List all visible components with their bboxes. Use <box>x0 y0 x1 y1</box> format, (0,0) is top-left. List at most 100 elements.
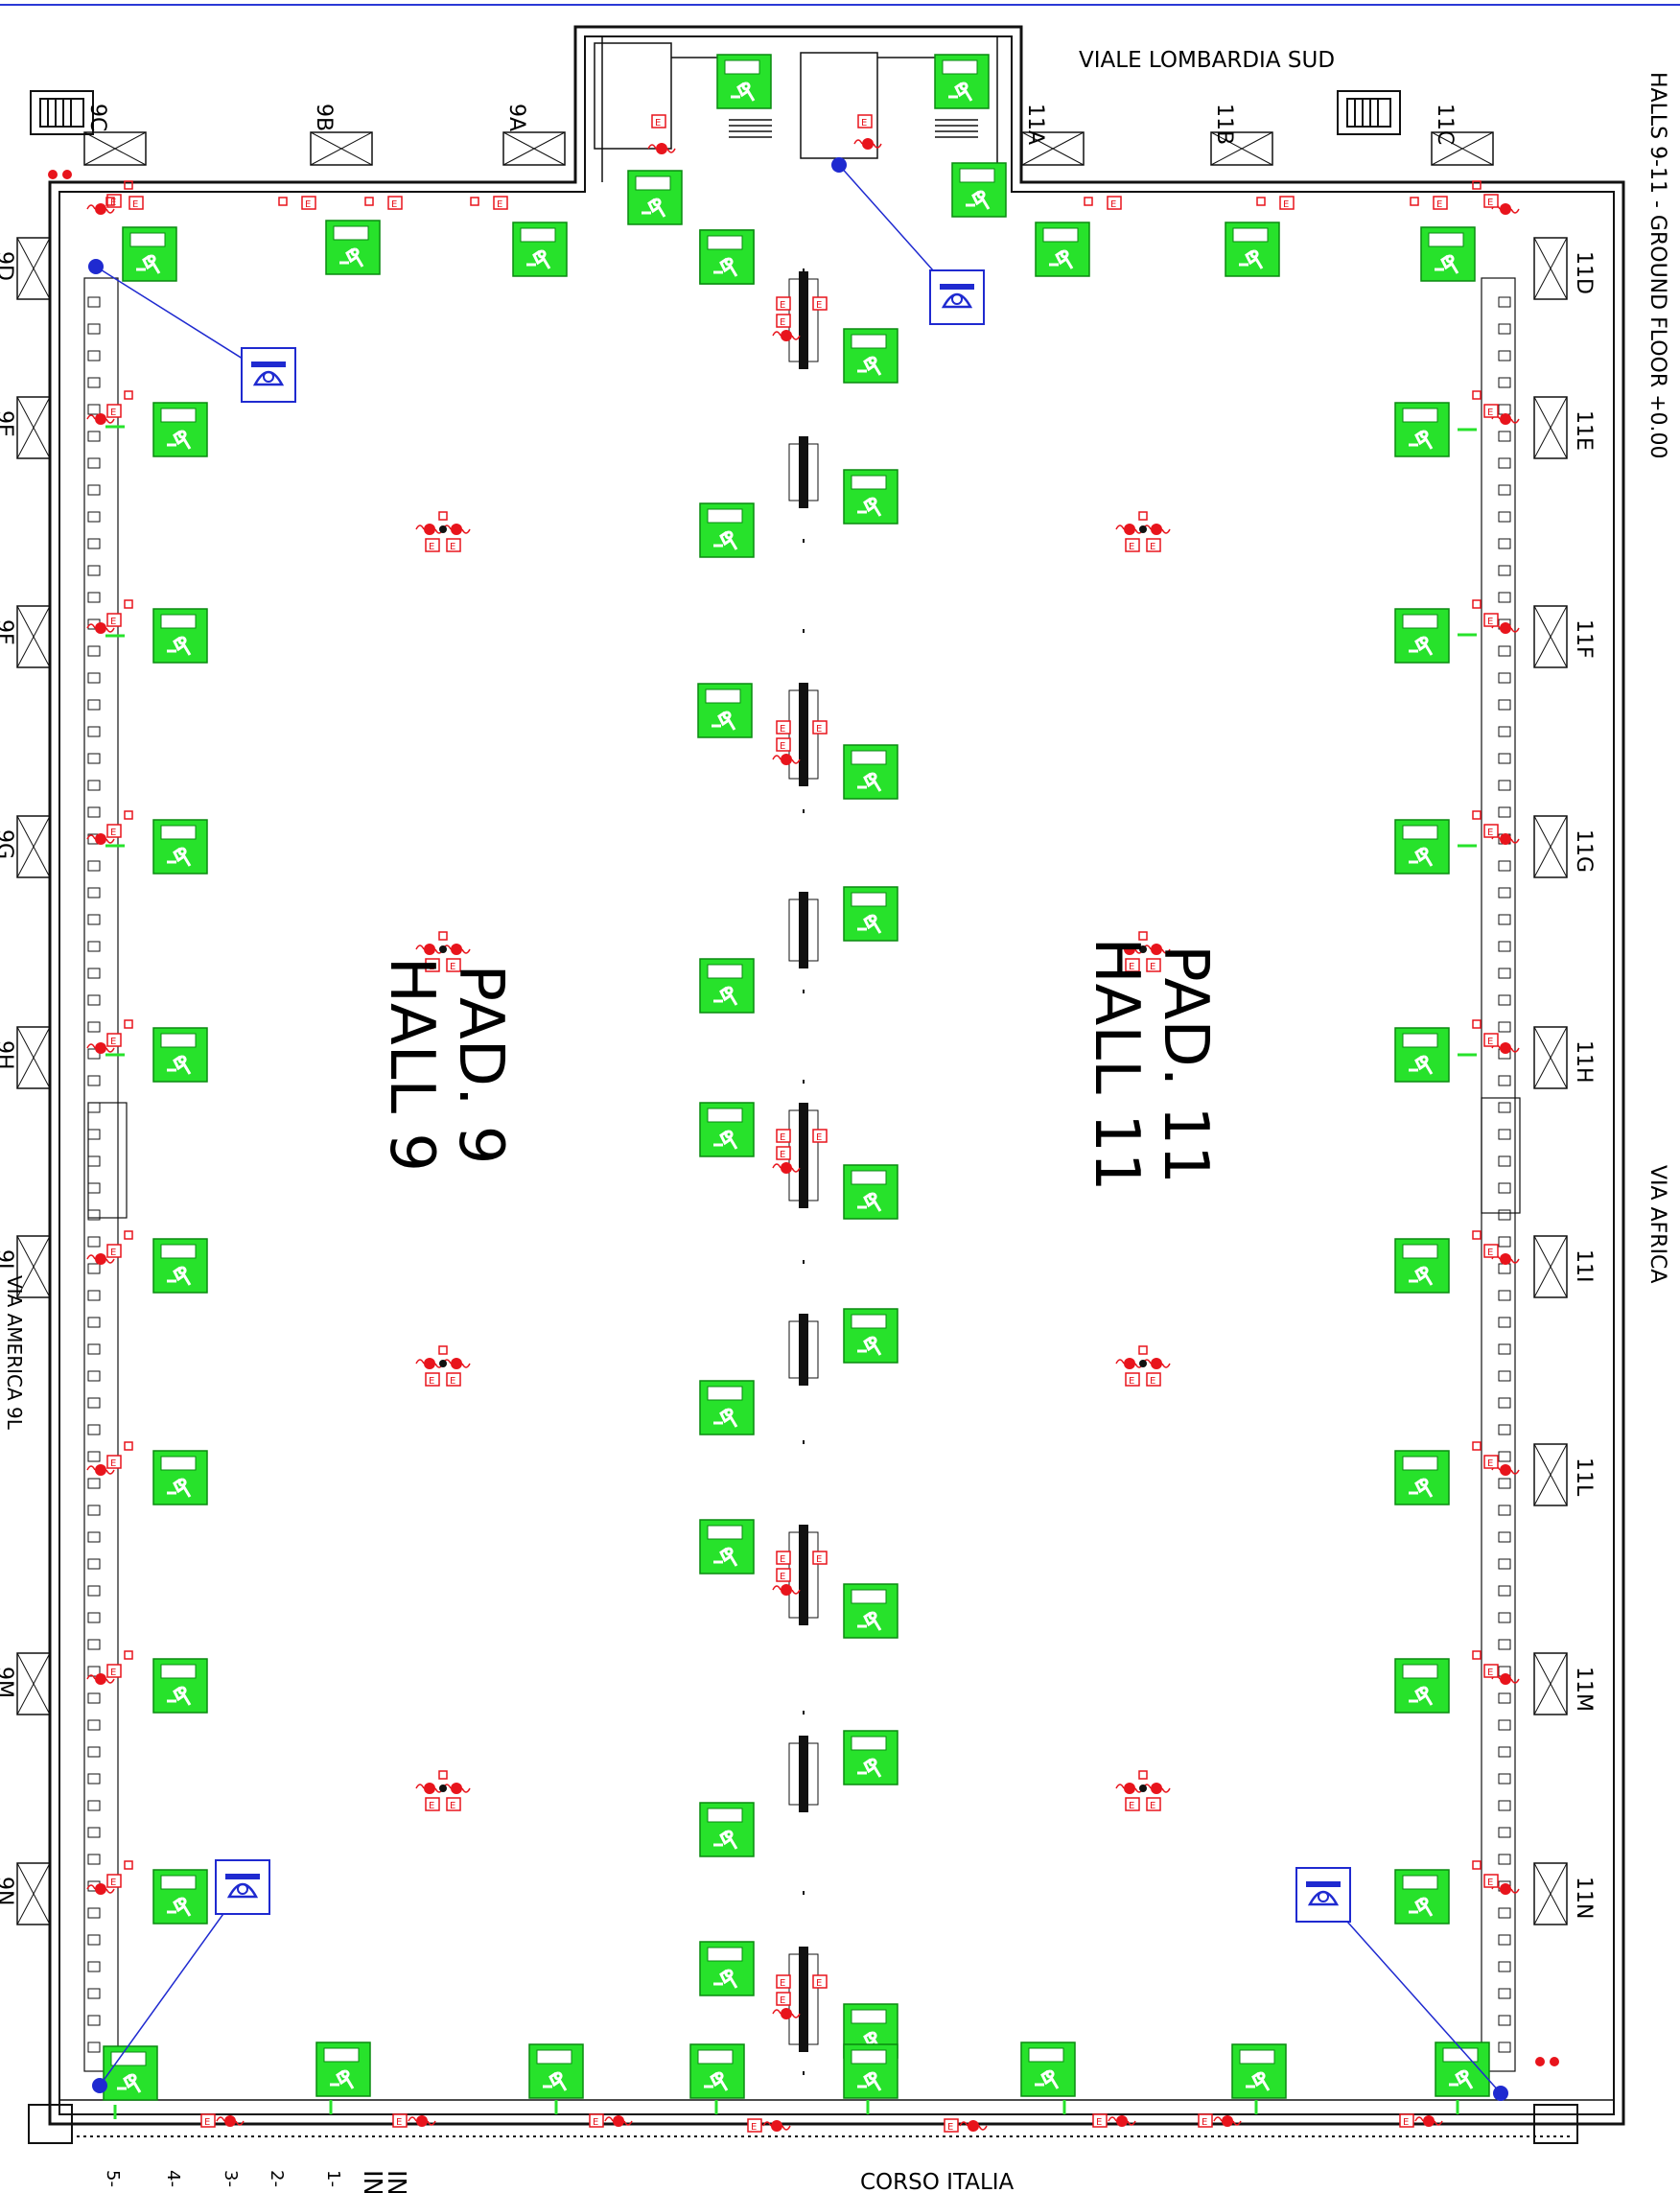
alarm-point-icon <box>1256 197 1266 206</box>
alarm-point-icon <box>1472 1230 1482 1240</box>
alarm-point-icon <box>1472 1650 1482 1660</box>
fire-extinguisher-icon: E <box>200 2113 216 2128</box>
alarm-point-icon <box>124 1019 133 1029</box>
extinguisher-letter: E <box>110 1878 116 1888</box>
gate-marker: 9G <box>0 815 51 878</box>
extinguisher-letter: E <box>305 199 311 210</box>
gate-marker: 9A <box>502 104 566 166</box>
column-marker <box>439 945 447 953</box>
fire-extinguisher-icon: E <box>392 2113 408 2128</box>
stairs-icon <box>729 119 978 138</box>
fire-hydrant-icon <box>86 1883 115 1895</box>
gate-marker: 9H <box>0 1026 51 1089</box>
gate-label: 11D <box>1572 251 1596 294</box>
column-marker <box>1139 945 1147 953</box>
fire-extinguisher-icon: E <box>1483 194 1499 208</box>
gate-label: 11A <box>1023 104 1047 145</box>
toilet-icon <box>87 296 1511 2053</box>
fire-extinguisher-icon: E <box>301 196 316 210</box>
gate-label: 9C <box>85 104 109 131</box>
extinguisher-letter: E <box>1487 1878 1493 1888</box>
extinguisher-letter: E <box>780 1132 785 1143</box>
alarm-point-icon <box>1472 390 1482 400</box>
emergency-exit-icon <box>1420 226 1476 282</box>
emergency-exit-icon <box>122 226 177 282</box>
emergency-exit-icon <box>1394 1450 1450 1505</box>
gate-label: 11H <box>1572 1040 1596 1084</box>
fire-extinguisher-icon: E <box>106 1033 122 1047</box>
alarm-point-icon <box>1472 180 1482 190</box>
fire-hydrant-icon <box>959 2120 988 2132</box>
gate-label: 9H <box>0 1040 16 1070</box>
fire-extinguisher-icon: E <box>812 1129 828 1143</box>
emergency-exit-icon <box>152 1027 208 1083</box>
fire-extinguisher-icon: E <box>106 824 122 838</box>
fire-extinguisher-icon: E <box>425 538 440 552</box>
fire-extinguisher-icon: E <box>425 1797 440 1811</box>
fire-hydrant-icon <box>442 1783 471 1794</box>
extinguisher-letter: E <box>450 1376 455 1387</box>
fire-extinguisher-icon: E <box>776 314 791 328</box>
fire-extinguisher-icon: E <box>1125 1797 1140 1811</box>
divider-door <box>788 271 819 369</box>
alarm-point-icon <box>124 1860 133 1870</box>
emergency-exit-icon <box>843 328 898 384</box>
divider-door <box>788 1525 819 1625</box>
fire-hydrant-icon <box>1142 1783 1171 1794</box>
emergency-exit-icon <box>699 958 755 1014</box>
legend-item: IN <box>382 2170 410 2193</box>
extinguisher-letter: E <box>655 118 661 128</box>
emergency-exit-icon <box>934 54 990 109</box>
extinguisher-letter: E <box>450 962 455 972</box>
emergency-exit-icon <box>843 1164 898 1220</box>
alarm-point-icon <box>1535 2057 1545 2066</box>
fire-extinguisher-icon: E <box>776 1129 791 1143</box>
fire-extinguisher-icon: E <box>812 1551 828 1565</box>
extinguisher-letter: E <box>1110 199 1116 210</box>
emergency-exit-icon <box>152 1658 208 1714</box>
emergency-exit-icon <box>1394 1658 1450 1714</box>
fire-extinguisher-icon: E <box>1092 2113 1108 2128</box>
fire-hydrant-icon <box>647 143 676 154</box>
fire-hydrant-icon <box>415 944 444 955</box>
emergency-exit-icon <box>843 1308 898 1364</box>
extinguisher-letter: E <box>396 2117 402 2128</box>
extinguisher-letter: E <box>1487 1458 1493 1469</box>
extinguisher-letter: E <box>780 741 785 752</box>
fire-hydrant-icon <box>772 1584 801 1596</box>
alarm-point-icon <box>1138 511 1148 521</box>
emergency-exit-icon <box>1020 2041 1076 2097</box>
emergency-exit-icon <box>843 2043 898 2099</box>
gate-marker: 11M <box>1533 1652 1596 1715</box>
hall-11-label: PAD. 11 HALL 11 <box>1081 938 1221 1192</box>
fire-extinguisher-icon: E <box>776 1974 791 1989</box>
fire-hydrant-icon <box>853 138 882 150</box>
fire-extinguisher-icon: E <box>493 196 508 210</box>
alarm-point-icon <box>1472 599 1482 609</box>
fire-extinguisher-icon: E <box>1125 538 1140 552</box>
alarm-point-icon <box>438 1345 448 1355</box>
extinguisher-letter: E <box>780 1995 785 2006</box>
fire-hydrant-icon <box>762 2120 791 2132</box>
emergency-exit-icon <box>1394 402 1450 457</box>
fire-extinguisher-icon: E <box>128 196 144 210</box>
divider-door-segments <box>788 271 819 2052</box>
building-outline <box>48 25 1625 2126</box>
alarm-point-icon <box>1472 1441 1482 1451</box>
extinguisher-letter: E <box>780 317 785 328</box>
fire-extinguisher-icon: E <box>1483 404 1499 418</box>
fire-extinguisher-icon: E <box>1125 958 1140 972</box>
emergency-exit-icon <box>152 608 208 664</box>
emergency-phone-icon <box>92 1859 270 2093</box>
fire-hydrant-icon <box>1142 1358 1171 1369</box>
page-title: HALLS 9-11 - GROUND FLOOR +0.00 <box>1645 72 1669 459</box>
extinguisher-letter: E <box>450 542 455 552</box>
emergency-exit-icon <box>152 819 208 875</box>
fire-hydrant-icon <box>1108 2115 1136 2127</box>
legend-item: 1- <box>323 2170 343 2187</box>
fire-hydrant-icon <box>442 524 471 535</box>
extinguisher-letter: E <box>1487 1248 1493 1258</box>
emergency-phone-layer <box>88 157 1508 2101</box>
alarm-point-icon <box>124 1230 133 1240</box>
column-marker <box>439 1360 447 1367</box>
